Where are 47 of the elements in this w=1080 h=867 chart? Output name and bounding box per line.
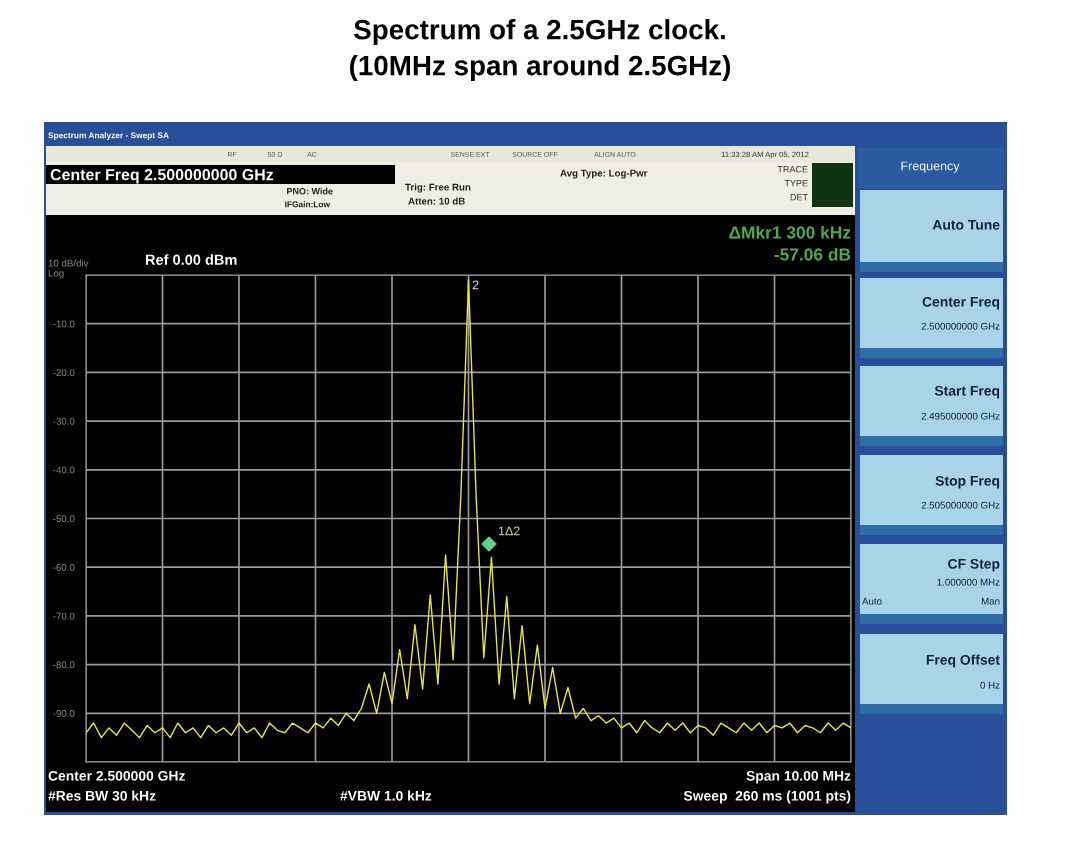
text: Span 10.00 MHz xyxy=(746,770,851,784)
text: 2.500000000 GHz xyxy=(921,322,1000,330)
chart-title: Spectrum of a 2.5GHz clock. (10MHz span around 2.5GHz) xyxy=(350,19,731,81)
text: Center 2.500000 GHz xyxy=(48,770,185,781)
y-tick-label: -60.0 xyxy=(53,563,75,571)
text: Ref 0.00 dBm xyxy=(145,254,237,265)
y-tick-label: -90.0 xyxy=(53,710,75,717)
text: Frequency xyxy=(901,161,960,173)
text: TRACE xyxy=(777,166,808,173)
line-series xyxy=(86,279,851,739)
text: 10 dB/div xyxy=(48,259,89,267)
text: Man xyxy=(981,597,1000,605)
text: Center Freq 2.500000000 GHz xyxy=(50,168,274,184)
text: 2.505000000 GHz xyxy=(921,501,1000,509)
text: Trig: Free Run xyxy=(405,183,471,193)
text: #Res BW 30 kHz xyxy=(48,790,156,801)
y-tick-label: -30.0 xyxy=(53,417,75,425)
text: ΔMkr1 300 kHz xyxy=(729,225,851,239)
y-tick-label: -80.0 xyxy=(53,661,75,669)
text: Log xyxy=(48,269,64,279)
text: DET xyxy=(790,194,808,201)
text: PNO: Wide xyxy=(287,187,333,195)
text: Sweep 260 ms (1001 pts) xyxy=(683,790,851,804)
text: Start Freq xyxy=(934,385,1000,399)
annotation: 1Δ2 xyxy=(498,526,520,536)
text: Avg Type: Log-Pwr xyxy=(560,169,648,179)
y-tick-label: -40.0 xyxy=(53,466,75,474)
y-tick-label: -70.0 xyxy=(53,612,75,620)
text: Freq Offset xyxy=(926,654,1000,668)
y-tick-label: -20.0 xyxy=(53,369,75,377)
text: Spectrum Analyzer - Swept SA xyxy=(48,132,169,140)
text: Auto Tune xyxy=(932,220,1000,230)
text: 0 Hz xyxy=(980,681,1000,689)
annotation: 2 xyxy=(472,280,479,290)
text: CF Step xyxy=(948,558,1000,572)
text: #VBW 1.0 kHz xyxy=(340,790,432,801)
text: Atten: 10 dB xyxy=(408,197,465,205)
text: Center Freq xyxy=(922,296,1000,310)
y-tick-label: -10.0 xyxy=(53,320,75,328)
text: TYPE xyxy=(784,180,808,187)
y-tick-label: -50.0 xyxy=(53,515,75,523)
text: 2.495000000 GHz xyxy=(921,412,1000,420)
text: 1.000000 MHz xyxy=(937,578,1000,586)
text: Auto xyxy=(862,597,882,605)
text: IFGain:Low xyxy=(285,201,331,208)
text: Stop Freq xyxy=(935,475,1000,489)
text: -57.06 dB xyxy=(774,247,851,261)
